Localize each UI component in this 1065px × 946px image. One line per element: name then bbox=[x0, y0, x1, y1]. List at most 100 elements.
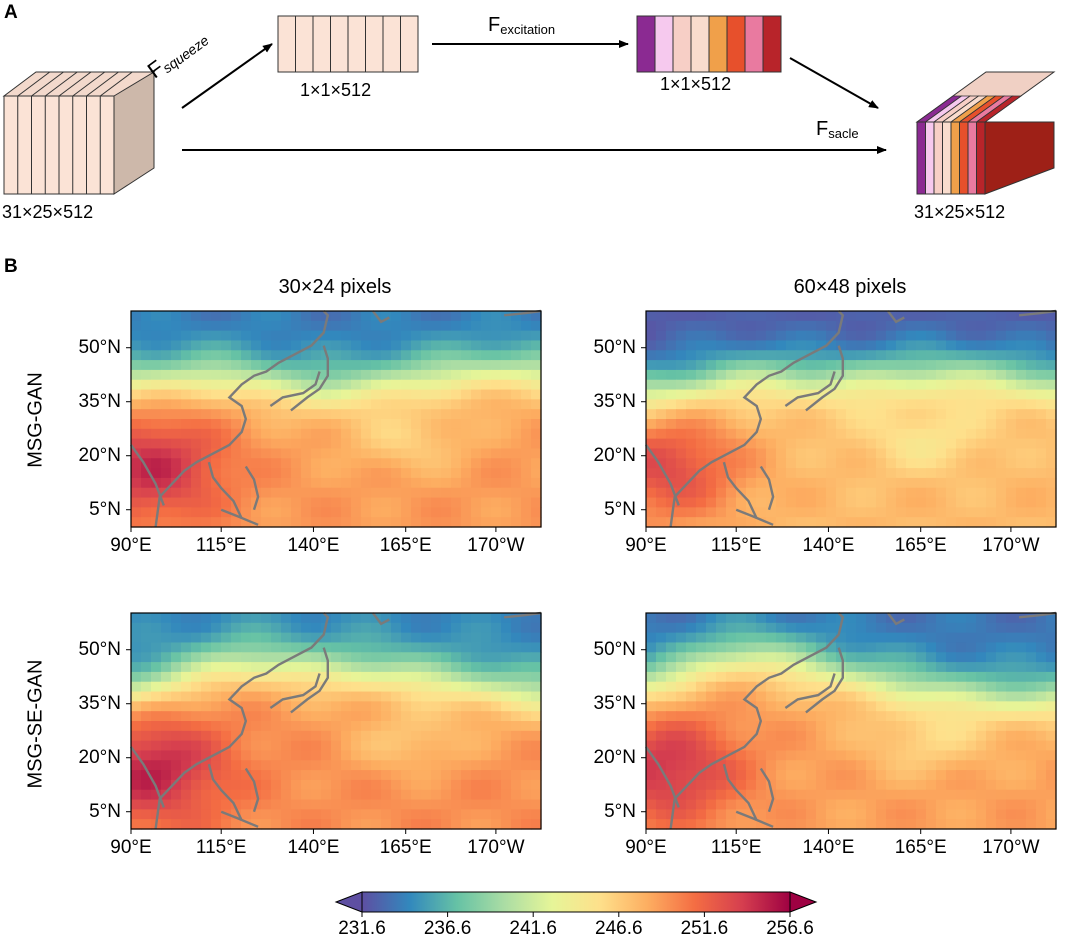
column-title-30x24: 30×24 pixels bbox=[278, 276, 392, 298]
lon-tick-label: 90°E bbox=[110, 837, 152, 858]
lon-tick-label: 170°W bbox=[467, 535, 525, 556]
lat-tick-label: 20°N bbox=[78, 444, 121, 466]
lon-tick-label: 115°E bbox=[195, 837, 247, 858]
excitation-weight-vector bbox=[636, 15, 782, 73]
coastline bbox=[130, 444, 165, 506]
coastline bbox=[244, 767, 260, 813]
lon-tick-label: 165°E bbox=[894, 837, 947, 858]
coastline bbox=[886, 612, 905, 626]
input-slice-top-edge bbox=[86, 71, 119, 97]
coastline bbox=[371, 310, 390, 324]
lon-tick-label: 115°E bbox=[195, 535, 247, 556]
output-slice bbox=[942, 121, 952, 195]
input-slice-top-edge bbox=[31, 71, 64, 97]
lat-tick-label: 50°N bbox=[593, 336, 636, 358]
input-block-slices bbox=[17, 71, 133, 194]
colorbar-tick-label: 256.6 bbox=[766, 918, 814, 939]
lon-tick-label: 90°E bbox=[110, 535, 152, 556]
map-frame bbox=[130, 612, 542, 830]
lon-tick-label: 165°E bbox=[379, 535, 432, 556]
weight-slice bbox=[744, 15, 764, 73]
weight-slice bbox=[762, 15, 782, 73]
pooled-vector-slices bbox=[295, 16, 401, 72]
coastline bbox=[759, 465, 775, 511]
pooled-vector bbox=[277, 15, 419, 73]
coastline bbox=[207, 763, 243, 821]
lat-tick-label: 35°N bbox=[593, 692, 636, 714]
coastline bbox=[722, 763, 758, 821]
coastline bbox=[220, 508, 259, 526]
coastline bbox=[503, 309, 542, 317]
lon-tick-label: 170°W bbox=[467, 837, 525, 858]
coastline bbox=[645, 746, 680, 808]
colorbar-max-extend bbox=[789, 891, 818, 913]
lon-tick-label: 165°E bbox=[379, 837, 432, 858]
weight-slice bbox=[726, 15, 746, 73]
output-slice bbox=[925, 121, 935, 195]
lat-tick-label: 20°N bbox=[593, 444, 636, 466]
row-title-msg-gan: MSG-GAN bbox=[24, 372, 47, 468]
coastline bbox=[503, 611, 542, 619]
coastline bbox=[371, 612, 390, 626]
map-panel bbox=[641, 309, 1057, 532]
colorbar-min-extend bbox=[334, 891, 363, 913]
lat-tick-label: 5°N bbox=[604, 800, 636, 822]
input-slice-top-edge bbox=[58, 71, 92, 97]
excitation-label: Fexcitation bbox=[488, 14, 556, 37]
coastline bbox=[886, 310, 905, 324]
coastline bbox=[290, 647, 329, 714]
colorbar-tick-label: 231.6 bbox=[338, 918, 386, 939]
coastline bbox=[1018, 309, 1057, 317]
colorbar-tick-label: 251.6 bbox=[680, 918, 729, 939]
lat-tick-label: 20°N bbox=[593, 746, 636, 768]
weight-slice bbox=[636, 15, 656, 73]
lon-tick-label: 140°E bbox=[802, 837, 855, 858]
output-feature-block bbox=[915, 71, 1056, 195]
weight-slice bbox=[672, 15, 692, 73]
map-panel bbox=[126, 309, 542, 532]
coastline bbox=[269, 371, 321, 407]
lat-tick-label: 35°N bbox=[78, 692, 121, 714]
input-slice-top-edge bbox=[44, 71, 78, 97]
coastline bbox=[244, 465, 260, 511]
column-title-60x48: 60×48 pixels bbox=[793, 276, 907, 298]
coastline bbox=[154, 310, 330, 528]
map-frame bbox=[645, 310, 1057, 528]
colorbar-body bbox=[361, 891, 791, 913]
coastline bbox=[722, 461, 758, 519]
lat-tick-label: 5°N bbox=[604, 498, 636, 520]
coastline bbox=[269, 673, 321, 709]
lon-tick-label: 90°E bbox=[625, 837, 667, 858]
lon-tick-label: 90°E bbox=[625, 535, 667, 556]
coastline bbox=[759, 767, 775, 813]
map-frame bbox=[130, 310, 542, 528]
coastline bbox=[805, 345, 844, 412]
map-panel bbox=[641, 611, 1057, 834]
output-slice bbox=[976, 121, 986, 195]
coastline bbox=[645, 444, 680, 506]
output-slice bbox=[950, 121, 960, 195]
output-slice bbox=[916, 121, 926, 195]
coastline bbox=[130, 746, 165, 808]
lat-tick-label: 5°N bbox=[89, 498, 121, 520]
scale-label: Fsacle bbox=[816, 118, 859, 141]
map-frame bbox=[645, 612, 1057, 830]
lat-tick-label: 35°N bbox=[78, 390, 121, 412]
lon-tick-label: 165°E bbox=[894, 535, 947, 556]
colorbar-tick-label: 241.6 bbox=[509, 918, 557, 939]
lat-tick-label: 50°N bbox=[78, 336, 121, 358]
coastline bbox=[784, 371, 836, 407]
input-feature-block bbox=[2, 71, 156, 195]
colorbar-tick-label: 236.6 bbox=[423, 918, 472, 939]
lat-tick-label: 5°N bbox=[89, 800, 121, 822]
coastline bbox=[290, 345, 329, 412]
output-slice bbox=[959, 121, 969, 195]
coastline bbox=[154, 612, 330, 830]
colorbar-tick-label: 246.6 bbox=[595, 918, 643, 939]
lon-tick-label: 170°W bbox=[982, 837, 1040, 858]
map-panel bbox=[126, 611, 542, 834]
panel-b-letter: B bbox=[4, 256, 18, 277]
coastline bbox=[735, 508, 774, 526]
input-slice-top-edge bbox=[99, 71, 133, 97]
